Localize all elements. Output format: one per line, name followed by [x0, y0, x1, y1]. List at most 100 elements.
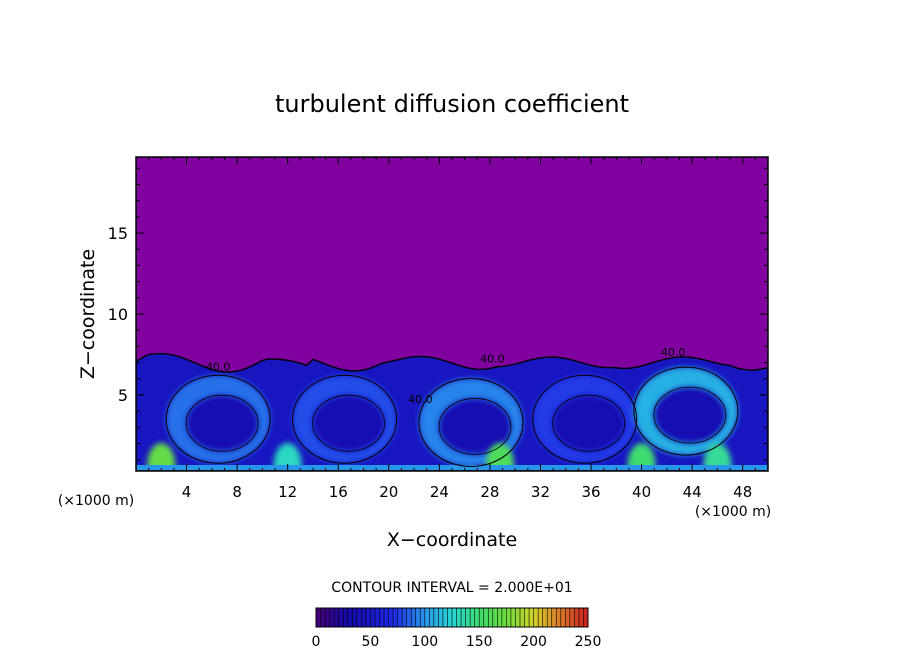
- colorbar-swatch: [515, 608, 521, 627]
- colorbar-tick-label: 150: [466, 634, 493, 650]
- x-tick-label: 4: [182, 483, 192, 501]
- colorbar-swatch: [461, 608, 466, 627]
- surface-hotspot: [486, 443, 515, 471]
- colorbar-swatch: [320, 608, 326, 627]
- colorbar-swatch: [470, 608, 475, 627]
- colorbar-swatch: [524, 608, 530, 627]
- surface-hotspot: [627, 443, 656, 471]
- colorbar-swatch: [334, 608, 339, 627]
- contour-line: [185, 394, 259, 452]
- eddy-cell: [292, 375, 397, 464]
- colorbar-swatch: [420, 608, 426, 627]
- contour-line: [653, 386, 727, 444]
- eddy-core: [653, 387, 726, 444]
- x-tick-label: 36: [581, 483, 600, 501]
- contour-line: [552, 394, 626, 452]
- colorbar-swatch: [356, 608, 362, 627]
- colorbar-swatch: [388, 608, 394, 627]
- x-tick-label: 16: [329, 483, 348, 501]
- surface-hotspot: [273, 443, 302, 471]
- x-tick-label: 8: [232, 483, 242, 501]
- contour-label: 40.0: [408, 393, 433, 406]
- colorbar: [315, 607, 589, 628]
- x-axis-label: X−coordinate: [387, 529, 517, 551]
- colorbar-swatch: [361, 608, 367, 627]
- colorbar-swatch: [429, 608, 435, 627]
- colorbar-swatch: [456, 608, 462, 627]
- colorbar-swatch: [578, 608, 584, 627]
- colorbar-swatch: [556, 608, 562, 627]
- colorbar-swatch: [465, 608, 471, 627]
- colorbar-swatch: [329, 608, 335, 627]
- colorbar-swatch: [415, 608, 421, 627]
- eddy-core: [438, 398, 511, 455]
- colorbar-swatch: [529, 608, 534, 627]
- colorbar-swatch: [424, 608, 430, 627]
- colorbar-swatch: [542, 608, 548, 627]
- colorbar-swatch: [452, 608, 457, 627]
- x-tick-label: 48: [733, 483, 752, 501]
- colorbar-swatch: [497, 608, 503, 627]
- y-tick-label: 15: [108, 224, 128, 243]
- contour-line: [418, 377, 524, 467]
- colorbar-tick-label: 0: [312, 634, 321, 650]
- colorbar-swatch: [474, 608, 480, 627]
- eddy-cell: [532, 375, 637, 464]
- eddy-core: [312, 395, 385, 452]
- colorbar-tick-label: 100: [411, 634, 438, 650]
- colorbar-swatch: [352, 608, 358, 627]
- colorbar-swatch: [316, 608, 321, 627]
- colorbar-swatch: [565, 608, 571, 627]
- colorbar-swatch: [442, 608, 448, 627]
- contour-line: [312, 394, 385, 452]
- diffusion-field: [136, 353, 768, 471]
- x-unit-left: (×1000 m): [58, 493, 134, 509]
- colorbar-swatch: [533, 608, 539, 627]
- colorbar-swatch: [488, 608, 494, 627]
- contour-label: 40.0: [206, 361, 231, 374]
- colorbar-swatch: [338, 608, 344, 627]
- colorbar-swatch: [569, 608, 575, 627]
- y-axis-label: Z−coordinate: [77, 249, 99, 379]
- contour-lines: [136, 352, 768, 471]
- colorbar-swatch: [347, 608, 353, 627]
- contour-labels: 40.0 40.0 40.0 40.0: [206, 346, 686, 406]
- colorbar-swatch: [379, 608, 385, 627]
- y-tick-label: 5: [118, 386, 128, 405]
- x-axis: 4 8 12 16 20 24 28 32 36 40 44 48: [148, 157, 756, 501]
- colorbar-tick-label: 200: [520, 634, 547, 650]
- colorbar-swatch: [384, 608, 389, 627]
- x-tick-label: 24: [430, 483, 449, 501]
- colorbar-swatch: [506, 608, 512, 627]
- colorbar-swatch: [370, 608, 376, 627]
- contour-line: [136, 352, 768, 471]
- x-tick-label: 44: [683, 483, 702, 501]
- x-tick-label: 40: [632, 483, 651, 501]
- x-tick-label: 20: [379, 483, 398, 501]
- plot-area: [136, 157, 768, 471]
- colorbar-swatch: [397, 608, 403, 627]
- colorbar-swatch: [438, 608, 444, 627]
- colorbar-swatch: [483, 608, 489, 627]
- colorbar-swatch: [325, 608, 330, 627]
- colorbar-tick-label: 50: [361, 634, 379, 650]
- contour-label: 40.0: [480, 353, 505, 366]
- eddy-cell: [633, 367, 738, 456]
- colorbar-swatch: [402, 608, 407, 627]
- colorbar-swatch: [560, 608, 566, 627]
- contour-line: [438, 398, 512, 455]
- colorbar-swatch: [492, 608, 498, 627]
- colorbar-swatch: [574, 608, 580, 627]
- colorbar-swatch: [411, 608, 417, 627]
- colorbar-swatch: [365, 608, 371, 627]
- colorbar-swatch: [406, 608, 412, 627]
- eddy-core: [186, 395, 259, 452]
- colorbar-tick-label: 250: [575, 634, 602, 650]
- x-tick-label: 12: [278, 483, 297, 501]
- colorbar-swatch: [510, 608, 516, 627]
- y-axis: 5 10 15: [108, 167, 768, 461]
- x-unit-right: (×1000 m): [695, 504, 771, 520]
- colorbar-swatch: [374, 608, 380, 627]
- surface-hotspot: [147, 443, 176, 471]
